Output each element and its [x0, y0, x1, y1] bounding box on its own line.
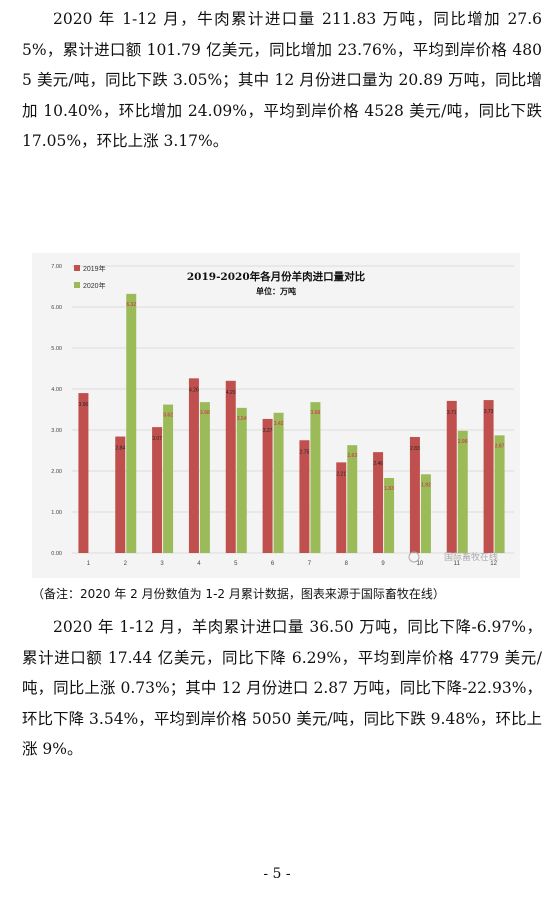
bar-2019-2 [115, 436, 126, 553]
x-tick-label: 3 [160, 561, 164, 567]
data-label: 6.32 [126, 302, 136, 308]
bar-2020-5 [236, 407, 247, 553]
x-tick-label: 6 [271, 561, 275, 567]
bar-2020-6 [273, 412, 284, 553]
x-tick-label: 5 [234, 561, 238, 567]
data-label: 2.21 [336, 471, 346, 477]
data-label: 3.68 [200, 410, 210, 416]
data-label: 3.42 [274, 421, 284, 427]
chart-title: 2019-2020年各月份羊肉进口量对比 [187, 270, 366, 283]
bar-2020-11 [457, 430, 468, 553]
legend-label: 2020年 [83, 281, 106, 290]
bar-2020-10 [420, 474, 431, 553]
bar-2019-4 [188, 378, 199, 553]
mutton-import-chart: 0.00 1.00 2.00 3.00 4.00 5.00 6.00 7.00 3.90 1 2.8… [32, 253, 520, 578]
data-label: 2.98 [458, 439, 468, 445]
bar-2020-8 [347, 445, 358, 553]
legend-label: 2019年 [83, 264, 106, 273]
x-tick-label: 12 [490, 561, 497, 567]
x-tick-label: 7 [308, 561, 312, 567]
data-label: 2.75 [300, 449, 310, 455]
y-tick-label: 5.00 [51, 346, 62, 352]
y-tick-label: 7.00 [51, 264, 62, 270]
data-label: 1.83 [384, 486, 394, 492]
bar-2019-10 [409, 436, 420, 553]
y-tick-label: 4.00 [51, 387, 62, 393]
data-label: 3.73 [484, 409, 494, 415]
data-label: 3.54 [237, 416, 247, 422]
bar-2019-5 [225, 380, 236, 553]
data-label: 2.87 [495, 443, 505, 449]
bar-2019-1 [78, 393, 89, 553]
bar-2020-9 [384, 477, 395, 553]
data-label: 4.20 [226, 390, 236, 396]
legend-swatch [74, 282, 80, 288]
paragraph-beef-imports: 2020 年 1-12 月，牛肉累计进口量 211.83 万吨，同比增加 27.… [22, 10, 542, 150]
x-tick-label: 11 [454, 561, 461, 567]
data-label: 1.92 [421, 482, 431, 488]
x-tick-label: 9 [381, 561, 385, 567]
data-label: 3.90 [79, 402, 89, 408]
bar-2019-9 [373, 452, 384, 553]
y-tick-label: 6.00 [51, 305, 62, 311]
page-number: - 5 - [263, 866, 291, 882]
data-label: 3.71 [447, 410, 457, 416]
y-tick-label: 1.00 [51, 510, 62, 516]
data-label: 3.62 [163, 413, 173, 419]
chart-svg: 0.00 1.00 2.00 3.00 4.00 5.00 6.00 7.00 3.90 1 2.8… [51, 264, 514, 567]
data-label: 2.46 [373, 461, 383, 467]
x-tick-label: 8 [345, 561, 349, 567]
data-label: 3.07 [152, 436, 162, 442]
data-label: 2.63 [347, 453, 357, 459]
bar-2019-3 [152, 427, 163, 553]
bar-2019-8 [336, 462, 347, 553]
x-tick-label: 10 [417, 561, 424, 567]
y-tick-label: 3.00 [51, 428, 62, 434]
data-label: 2.83 [410, 446, 420, 452]
bar-2020-7 [310, 402, 321, 553]
watermark-icon [408, 551, 420, 563]
bar-2020-2 [126, 293, 137, 553]
x-tick-label: 2 [124, 561, 128, 567]
legend-swatch [74, 265, 80, 271]
data-label: 2.84 [115, 446, 125, 452]
watermark-text: 国际畜牧在线 [444, 551, 498, 563]
bar-2020-12 [494, 435, 505, 553]
bar-2019-11 [446, 400, 457, 553]
y-tick-label: 0.00 [51, 551, 62, 557]
y-tick-label: 2.00 [51, 469, 62, 475]
bar-2019-7 [299, 440, 310, 553]
paragraph-mutton-imports: 2020 年 1-12 月，羊肉累计进口量 36.50 万吨，同比下降-6.97… [22, 618, 542, 758]
bar-2020-4 [199, 402, 210, 553]
bar-2019-12 [483, 400, 494, 553]
data-label: 3.68 [311, 410, 321, 416]
chart-subtitle: 单位：万吨 [256, 286, 296, 296]
data-label: 4.26 [189, 387, 199, 393]
bar-2020-3 [163, 404, 174, 553]
bar-2019-6 [262, 418, 273, 553]
x-tick-label: 1 [87, 561, 91, 567]
data-label: 3.27 [263, 428, 273, 434]
x-tick-label: 4 [197, 561, 201, 567]
chart-note: （备注：2020 年 2 月份数值为 1-2 月累计数据，图表来源于国际畜牧在线… [32, 587, 445, 601]
